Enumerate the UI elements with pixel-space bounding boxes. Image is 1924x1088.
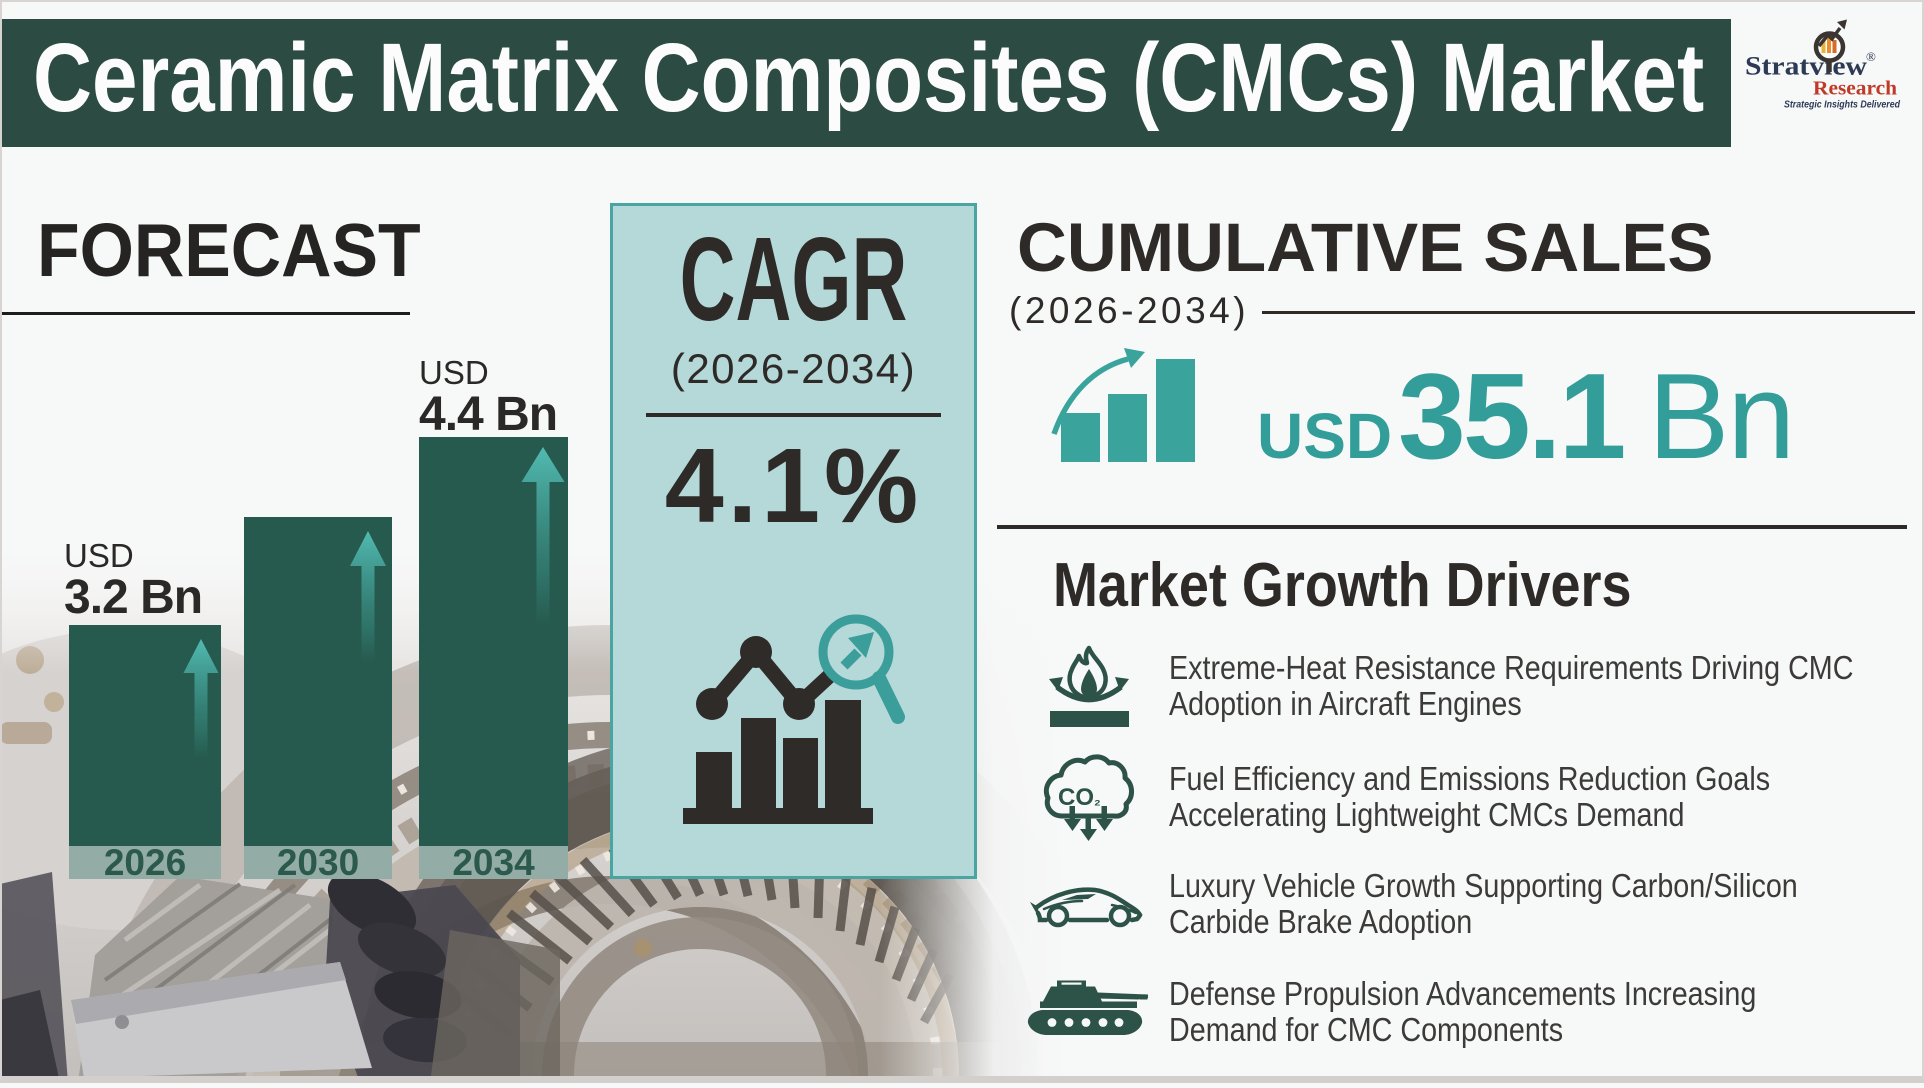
svg-text:Research: Research [1813, 79, 1897, 100]
svg-text:Stratview: Stratview [1745, 50, 1867, 80]
svg-text:®: ® [1866, 49, 1876, 64]
svg-text:Strategic Insights Delivered: Strategic Insights Delivered [1784, 99, 1900, 111]
